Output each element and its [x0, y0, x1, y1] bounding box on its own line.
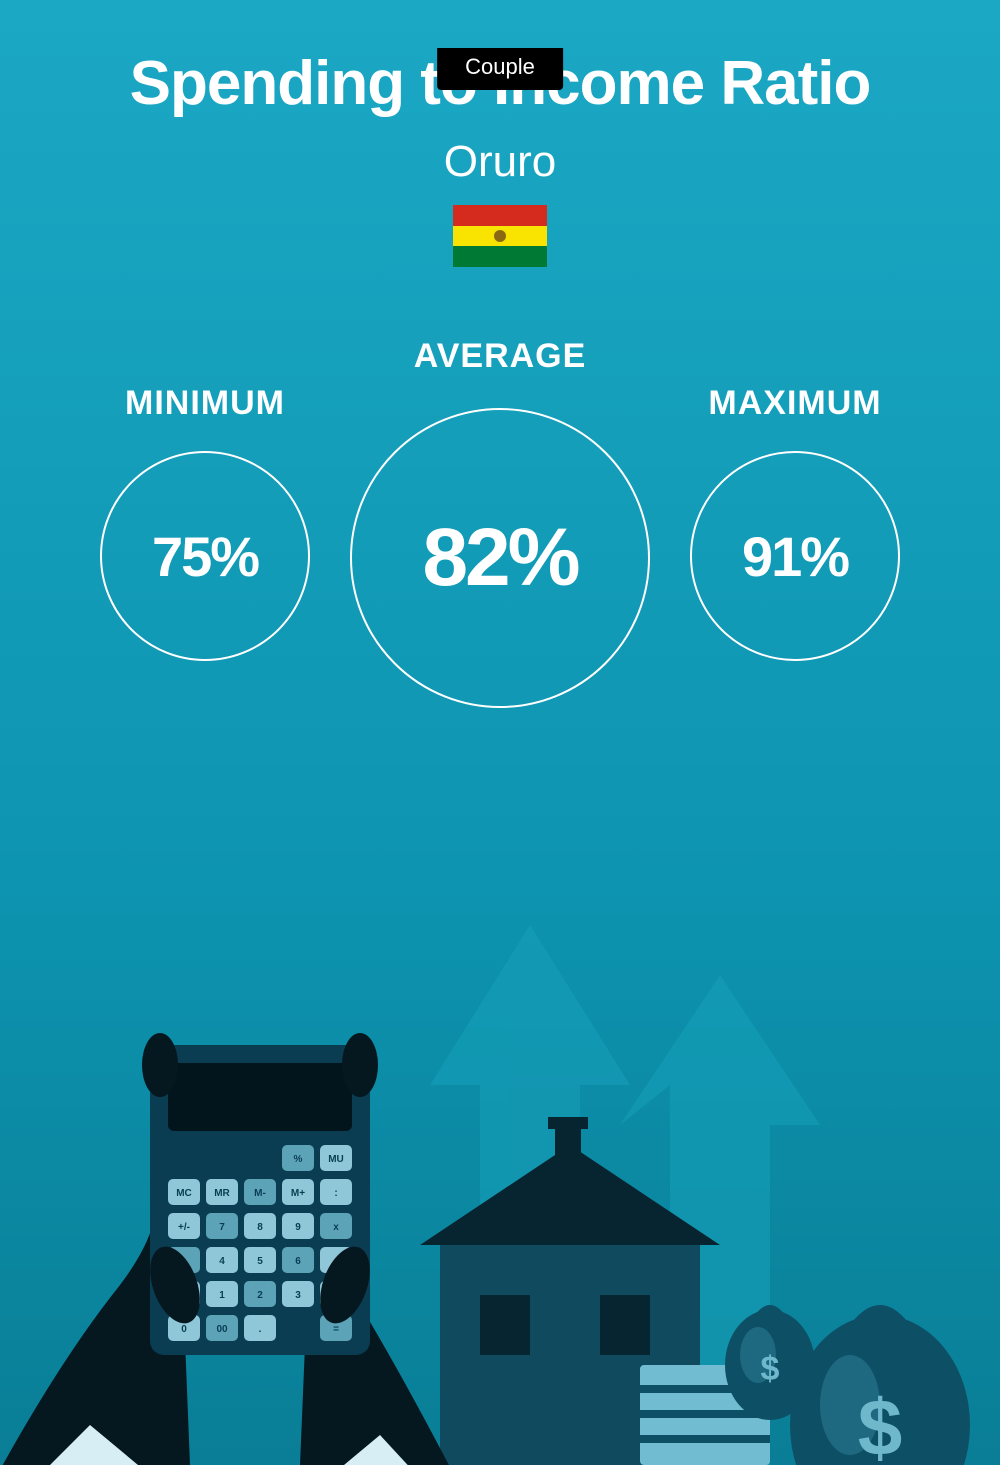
svg-text:7: 7: [219, 1222, 225, 1233]
svg-text:6: 6: [295, 1256, 301, 1267]
svg-text:5: 5: [257, 1256, 263, 1267]
svg-text:M+: M+: [291, 1188, 305, 1199]
svg-text:$: $: [761, 1350, 780, 1388]
maximum-label: MAXIMUM: [708, 384, 881, 423]
svg-text:2: 2: [257, 1290, 263, 1301]
average-metric: AVERAGE 82%: [350, 337, 650, 708]
svg-text::: :: [334, 1188, 337, 1199]
average-circle: 82%: [350, 408, 650, 708]
svg-text:1: 1: [219, 1290, 225, 1301]
svg-text:00: 00: [216, 1324, 228, 1335]
maximum-value: 91%: [742, 524, 848, 589]
svg-text:MC: MC: [176, 1188, 192, 1199]
svg-text:MU: MU: [328, 1154, 344, 1165]
country-flag-icon: [453, 205, 547, 267]
average-label: AVERAGE: [414, 337, 587, 376]
svg-text:$: $: [858, 1383, 903, 1465]
location-subtitle: Oruro: [0, 137, 1000, 187]
category-badge: Couple: [437, 48, 563, 90]
svg-text:MR: MR: [214, 1188, 230, 1199]
minimum-value: 75%: [152, 524, 258, 589]
minimum-metric: MINIMUM 75%: [100, 384, 310, 661]
svg-text:=: =: [333, 1324, 339, 1335]
svg-text:%: %: [294, 1154, 303, 1165]
svg-text:x: x: [333, 1222, 339, 1233]
average-value: 82%: [422, 511, 577, 605]
svg-text:9: 9: [295, 1222, 301, 1233]
svg-text:+/-: +/-: [178, 1222, 190, 1233]
svg-text:.: .: [259, 1324, 262, 1335]
svg-text:M-: M-: [254, 1188, 266, 1199]
metrics-row: MINIMUM 75% AVERAGE 82% MAXIMUM 91%: [0, 337, 1000, 708]
svg-text:3: 3: [295, 1290, 301, 1301]
svg-text:4: 4: [219, 1256, 225, 1267]
maximum-metric: MAXIMUM 91%: [690, 384, 900, 661]
svg-text:8: 8: [257, 1222, 263, 1233]
minimum-circle: 75%: [100, 451, 310, 661]
finance-illustration: $ $ %MUMCMRM-M+:+/-789x►456-C/A123+000.=: [0, 865, 1000, 1465]
svg-text:0: 0: [181, 1324, 187, 1335]
maximum-circle: 91%: [690, 451, 900, 661]
minimum-label: MINIMUM: [125, 384, 285, 423]
